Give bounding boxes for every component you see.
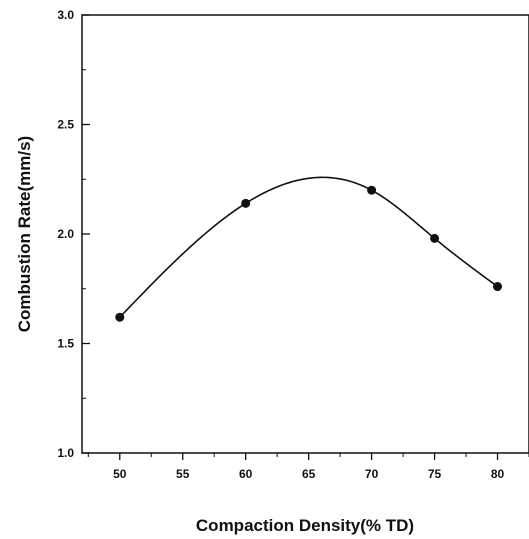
y-tick-label: 2.5: [57, 118, 74, 132]
series-curve: [119, 176, 498, 318]
data-point: [430, 233, 440, 243]
y-tick-label: 2.0: [57, 227, 74, 241]
x-axis-title: Compaction Density(% TD): [196, 516, 414, 535]
plot-frame: [81, 14, 529, 454]
x-tick-label: 65: [302, 467, 316, 481]
y-axis-ticks: 1.0 1.5 2.0 2.5 3.0: [57, 8, 90, 460]
x-tick-label: 55: [176, 467, 190, 481]
data-point: [241, 198, 251, 208]
y-axis-title: Combustion Rate(mm/s): [15, 136, 34, 332]
x-tick-label: 50: [113, 467, 127, 481]
x-axis-ticks: 50 55 60 65 70 75 80: [87, 453, 529, 481]
data-point: [493, 282, 503, 292]
y-tick-label: 1.0: [57, 446, 74, 460]
x-tick-label: 80: [491, 467, 505, 481]
data-points: [115, 185, 503, 322]
x-tick-label: 70: [365, 467, 379, 481]
x-tick-label: 75: [428, 467, 442, 481]
data-point: [115, 312, 125, 322]
data-point: [367, 185, 377, 195]
x-tick-label: 60: [239, 467, 253, 481]
y-tick-label: 3.0: [57, 8, 74, 22]
y-tick-label: 1.5: [57, 337, 74, 351]
